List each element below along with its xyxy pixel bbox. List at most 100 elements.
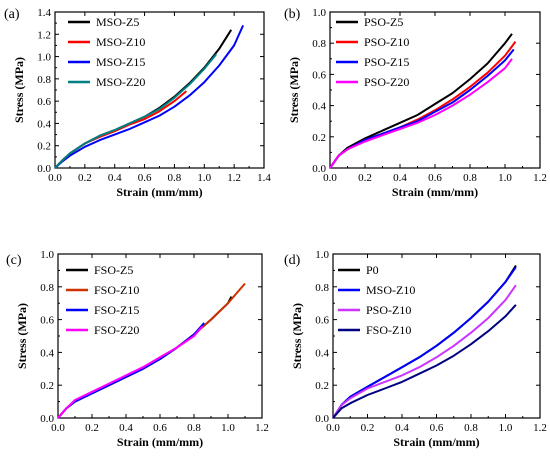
x-tick-label: 1.2: [533, 422, 547, 434]
y-tick-label: 0.2: [312, 132, 326, 144]
y-tick-label: 0.0: [37, 163, 51, 175]
legend-entry: FSO-Z10: [366, 323, 411, 337]
legend-entry: FSO-Z5: [94, 263, 133, 277]
y-tick-label: 0.0: [312, 163, 326, 175]
panel-label: (a): [4, 7, 20, 22]
series-line-mso-z15: [54, 24, 245, 169]
x-tick-label: 0.6: [138, 172, 152, 184]
x-axis-label: Strain (mm/mm): [393, 435, 479, 449]
x-tick-label: 1.2: [533, 172, 547, 184]
y-tick-label: 0.2: [315, 380, 329, 392]
legend-entry: MSO-Z5: [96, 15, 139, 29]
x-tick-label: 1.2: [255, 422, 269, 434]
x-tick-label: 0.0: [48, 172, 62, 184]
y-axis-label: Stress (MPa): [290, 303, 304, 369]
y-tick-label: 0.6: [37, 96, 51, 108]
y-tick-label: 1.0: [315, 249, 329, 261]
y-tick-label: 0.8: [37, 74, 51, 86]
plot-frame: [54, 11, 265, 169]
x-tick-label: 0.6: [428, 172, 442, 184]
x-tick-label: 0.8: [463, 172, 477, 184]
legend-entry: FSO-Z10: [94, 283, 139, 297]
y-tick-label: 0.6: [40, 315, 54, 327]
series-line-pso-z5: [329, 33, 513, 169]
y-tick-label: 0.2: [37, 141, 51, 153]
x-tick-label: 0.4: [108, 172, 122, 184]
legend-entry: FSO-Z20: [94, 323, 139, 337]
x-tick-label: 0.8: [168, 172, 182, 184]
legend-entry: MSO-Z10: [96, 35, 145, 49]
y-tick-label: 0.4: [312, 101, 326, 113]
x-tick-label: 0.2: [78, 172, 92, 184]
x-axis-label: Strain (mm/mm): [392, 185, 478, 199]
x-tick-label: 0.2: [85, 422, 99, 434]
y-tick-label: 1.0: [40, 249, 54, 261]
legend-entry: MSO-Z20: [96, 75, 145, 89]
x-tick-label: 0.0: [323, 172, 337, 184]
x-tick-label: 1.2: [227, 172, 241, 184]
x-tick-label: 0.4: [119, 422, 133, 434]
y-tick-label: 0.2: [40, 380, 54, 392]
chart-panel-3: (c) 0.0 0.2 0.4 0.6 0.8 1.0 1.2 0.0 0.2 0.4 0.6 0.8 1…: [6, 249, 269, 449]
x-tick-label: 0.8: [464, 422, 478, 434]
series-line-p0: [332, 264, 517, 419]
y-tick-label: 0.4: [315, 347, 329, 359]
series-line-mso-z5: [54, 29, 233, 169]
y-tick-label: 0.8: [315, 282, 329, 294]
legend-entry: PSO-Z20: [364, 75, 409, 89]
legend-entry: MSO-Z15: [96, 55, 145, 69]
y-tick-label: 0.6: [312, 69, 326, 81]
y-tick-label: 0.8: [312, 38, 326, 50]
x-tick-label: 0.6: [430, 422, 444, 434]
y-axis-label: Stress (MPa): [287, 57, 301, 123]
x-tick-label: 1.0: [498, 172, 512, 184]
x-axis-label: Strain (mm/mm): [117, 435, 203, 449]
y-tick-label: 1.0: [312, 7, 326, 19]
series-line-mso-z20: [54, 53, 217, 169]
y-tick-label: 1.4: [37, 7, 51, 19]
x-tick-label: 0.2: [358, 172, 372, 184]
chart-panel-4: (d) 0.0 0.2 0.4 0.6 0.8 1.0 1.2 0.0 0.2 0.4 0.6 0.8 1…: [284, 249, 547, 449]
legend-entry: P0: [366, 263, 379, 277]
x-tick-label: 1.0: [499, 422, 513, 434]
series-line-fso-z15: [57, 322, 205, 419]
panel-label: (c): [6, 253, 22, 268]
x-tick-label: 0.4: [393, 172, 407, 184]
series-line-pso-z20: [329, 58, 513, 169]
y-axis-label: Stress (MPa): [15, 303, 29, 369]
x-tick-label: 0.6: [153, 422, 167, 434]
series-line-fso-z5: [57, 296, 233, 419]
y-tick-label: 0.0: [315, 413, 329, 425]
legend-entry: PSO-Z5: [364, 15, 403, 29]
legend-entry: PSO-Z10: [366, 303, 411, 317]
x-tick-label: 0.8: [187, 422, 201, 434]
legend-entry: MSO-Z10: [366, 283, 415, 297]
x-tick-label: 1.0: [197, 172, 211, 184]
x-tick-label: 0.0: [326, 422, 340, 434]
panel-label: (d): [284, 253, 301, 268]
chart-panel-2: (b) 0.0 0.2 0.4 0.6 0.8 1.0 1.2 0.0 0.2 0.4 0.6 0.8 1…: [284, 7, 547, 199]
y-tick-label: 0.4: [37, 118, 51, 130]
x-tick-label: 0.2: [361, 422, 375, 434]
y-tick-label: 0.6: [315, 315, 329, 327]
x-axis-label: Strain (mm/mm): [116, 185, 202, 199]
y-axis-label: Stress (MPa): [12, 57, 26, 123]
y-tick-label: 1.2: [37, 29, 51, 41]
series-line-fso-z10: [57, 282, 246, 419]
chart-panel-1: (a) 0.0 0.2 0.4 0.6 0.8 1.0 1.2 1.4 0.0 0.2 0.4 0.6 0…: [4, 7, 271, 199]
x-tick-label: 0.4: [395, 422, 409, 434]
y-tick-label: 0.4: [40, 347, 54, 359]
y-tick-label: 1.0: [37, 52, 51, 64]
y-tick-label: 0.8: [40, 282, 54, 294]
x-tick-label: 1.4: [257, 172, 271, 184]
y-tick-label: 0.0: [40, 413, 54, 425]
series-line-pso-z15: [329, 48, 515, 169]
plot-frame: [329, 11, 541, 169]
x-tick-label: 1.0: [221, 422, 235, 434]
series-line-fso-z20: [57, 325, 204, 419]
panel-label: (b): [284, 7, 301, 22]
series-line-fso-z10: [332, 304, 517, 419]
series-line-mso-z10: [332, 266, 517, 419]
legend-entry: PSO-Z10: [364, 35, 409, 49]
